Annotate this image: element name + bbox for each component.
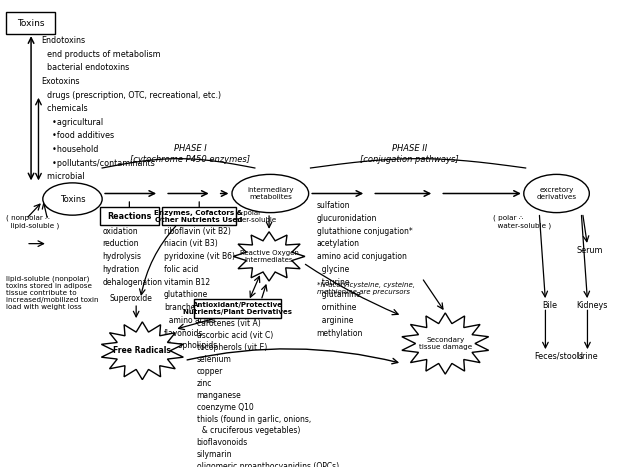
Polygon shape <box>402 313 489 374</box>
Text: oligomeric proanthocyanidins (OPCs): oligomeric proanthocyanidins (OPCs) <box>197 462 339 467</box>
FancyBboxPatch shape <box>100 207 159 226</box>
Text: oxidation: oxidation <box>102 226 138 236</box>
Text: Reactive Oxygen
Intermediates: Reactive Oxygen Intermediates <box>240 250 299 263</box>
Text: lipid-soluble (nonpolar)
toxins stored in adipose
tissue contribute to
increased: lipid-soluble (nonpolar) toxins stored i… <box>6 276 99 310</box>
Text: pyridoxine (vit B6): pyridoxine (vit B6) <box>164 252 235 261</box>
Text: sulfation: sulfation <box>317 201 350 210</box>
Text: Free Radicals: Free Radicals <box>114 346 171 355</box>
Text: Secondary
tissue damage: Secondary tissue damage <box>419 337 472 350</box>
Text: Feces/stools: Feces/stools <box>534 352 583 361</box>
Text: glucuronidation: glucuronidation <box>317 214 377 223</box>
Text: reduction: reduction <box>102 240 138 248</box>
Text: niacin (vit B3): niacin (vit B3) <box>164 240 218 248</box>
Text: chemicals: chemicals <box>42 104 87 113</box>
Text: Toxins: Toxins <box>60 195 85 204</box>
Ellipse shape <box>524 174 589 212</box>
Text: glycine: glycine <box>317 265 349 274</box>
Text: zinc: zinc <box>197 379 212 388</box>
Text: vitamin B12: vitamin B12 <box>164 278 210 287</box>
Text: riboflavin (vit B2): riboflavin (vit B2) <box>164 226 231 236</box>
Text: PHASE II
[conjugation pathways]: PHASE II [conjugation pathways] <box>360 144 459 164</box>
Text: ( polar ∴
  water-soluble ): ( polar ∴ water-soluble ) <box>493 214 551 228</box>
Text: amino acids: amino acids <box>164 316 215 325</box>
Text: branched-chain: branched-chain <box>164 303 224 312</box>
Text: methylation: methylation <box>317 329 363 338</box>
Text: Superoxide: Superoxide <box>110 294 153 303</box>
Text: hydrolysis: hydrolysis <box>102 252 141 261</box>
FancyBboxPatch shape <box>194 299 281 318</box>
FancyBboxPatch shape <box>6 12 55 34</box>
Text: amino acid conjugation: amino acid conjugation <box>317 252 407 261</box>
Text: hydration: hydration <box>102 265 139 274</box>
Text: microbial: microbial <box>42 172 84 181</box>
Text: folic acid: folic acid <box>164 265 198 274</box>
Text: •food additives: •food additives <box>42 131 114 141</box>
Text: ascorbic acid (vit C): ascorbic acid (vit C) <box>197 331 273 340</box>
Ellipse shape <box>43 183 102 215</box>
Text: Endotoxins: Endotoxins <box>42 36 86 45</box>
Text: ( nonpolar ∴
  lipid-soluble ): ( nonpolar ∴ lipid-soluble ) <box>6 214 60 228</box>
Text: drugs (prescription, OTC, recreational, etc.): drugs (prescription, OTC, recreational, … <box>42 91 220 99</box>
Text: Exotoxins: Exotoxins <box>42 77 80 86</box>
Text: coenzyme Q10: coenzyme Q10 <box>197 403 253 411</box>
Text: bioflavonoids: bioflavonoids <box>197 439 248 447</box>
Text: Reactions: Reactions <box>107 212 152 220</box>
Text: taurine: taurine <box>317 278 349 287</box>
Text: Enzymes, Cofactors &
Other Nutrients Used: Enzymes, Cofactors & Other Nutrients Use… <box>155 210 243 222</box>
Text: glutathione: glutathione <box>164 290 208 299</box>
Text: intermediary
metabolites: intermediary metabolites <box>247 187 294 200</box>
Polygon shape <box>101 322 183 380</box>
Text: manganese: manganese <box>197 391 242 400</box>
Text: Antioxidant/Protective
Nutrients/Plant Derivatives: Antioxidant/Protective Nutrients/Plant D… <box>183 302 292 315</box>
Ellipse shape <box>232 174 309 212</box>
Text: & cruciferous vegetables): & cruciferous vegetables) <box>197 426 300 435</box>
Text: glutamine: glutamine <box>317 290 360 299</box>
Text: thiols (found in garlic, onions,: thiols (found in garlic, onions, <box>197 415 311 424</box>
Text: dehalogenation: dehalogenation <box>102 278 162 287</box>
FancyBboxPatch shape <box>161 207 237 226</box>
Text: Toxins: Toxins <box>17 19 45 28</box>
Text: PHASE I
[cytochrome P450 enzymes]: PHASE I [cytochrome P450 enzymes] <box>130 144 250 164</box>
Text: •agricultural: •agricultural <box>42 118 102 127</box>
Text: flavonoids: flavonoids <box>164 329 204 338</box>
Text: silymarin: silymarin <box>197 450 232 459</box>
Text: arginine: arginine <box>317 316 353 325</box>
Text: carotenes (vit A): carotenes (vit A) <box>197 319 260 328</box>
Text: end products of metabolism: end products of metabolism <box>42 50 160 59</box>
Text: •pollutants/contaminants: •pollutants/contaminants <box>42 159 155 168</box>
Text: glutathione conjugation*: glutathione conjugation* <box>317 226 412 236</box>
Text: phospholipids: phospholipids <box>164 341 217 350</box>
Text: more polar
more water-soluble: more polar more water-soluble <box>209 210 276 223</box>
Text: excretory
derivatives: excretory derivatives <box>537 187 577 200</box>
Text: •household: •household <box>42 145 98 154</box>
Text: copper: copper <box>197 367 223 376</box>
Text: selenium: selenium <box>197 355 232 364</box>
Text: ornithine: ornithine <box>317 303 356 312</box>
Text: Serum: Serum <box>576 246 603 255</box>
Text: Kidneys: Kidneys <box>576 301 608 310</box>
Text: *N-acetylcysteine, cysteine,
methionine are precursors: *N-acetylcysteine, cysteine, methionine … <box>317 282 415 295</box>
Text: Urine: Urine <box>576 352 598 361</box>
Text: tocopherols (vit E): tocopherols (vit E) <box>197 343 267 352</box>
Text: bacterial endotoxins: bacterial endotoxins <box>42 64 129 72</box>
Polygon shape <box>233 232 305 281</box>
Text: Bile: Bile <box>542 301 557 310</box>
Text: acetylation: acetylation <box>317 240 360 248</box>
